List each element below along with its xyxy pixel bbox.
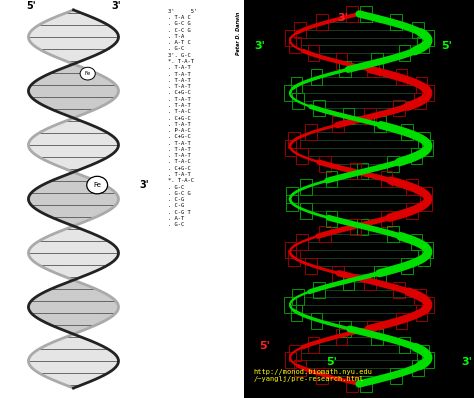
Text: Peter D. Darwin: Peter D. Darwin: [236, 11, 241, 55]
Text: 3': 3': [111, 1, 121, 11]
Text: Fe: Fe: [84, 71, 91, 76]
Text: 5': 5': [259, 341, 270, 351]
Polygon shape: [28, 172, 118, 225]
Text: 3': 3': [462, 357, 473, 367]
Polygon shape: [28, 118, 118, 171]
Text: 3': 3': [140, 180, 149, 190]
Text: 3'     5'
. T-A C
. G-C G
. C-C G
. T-A
. A-T C
. G-C
3'. G-C
*. T-A-T
. T-A-T
.: 3' 5' . T-A C . G-C G . C-C G . T-A . A-…: [168, 9, 198, 227]
Polygon shape: [28, 226, 118, 279]
Text: 5': 5': [26, 1, 36, 11]
Polygon shape: [28, 280, 118, 333]
Text: 3': 3': [337, 13, 348, 23]
Text: 3': 3': [255, 41, 265, 51]
Circle shape: [87, 176, 108, 194]
Polygon shape: [28, 64, 118, 117]
Circle shape: [80, 67, 95, 80]
Text: Fe: Fe: [93, 182, 101, 188]
Bar: [244, 0, 474, 398]
Text: http://monod.biomath.nyu.edu
/~yanglj/pre-research.html: http://monod.biomath.nyu.edu /~yanglj/pr…: [253, 369, 372, 382]
Text: 5': 5': [326, 357, 337, 367]
Bar: [0, 0, 244, 398]
Polygon shape: [28, 10, 118, 63]
Polygon shape: [28, 334, 118, 387]
Text: 5': 5': [441, 41, 452, 51]
